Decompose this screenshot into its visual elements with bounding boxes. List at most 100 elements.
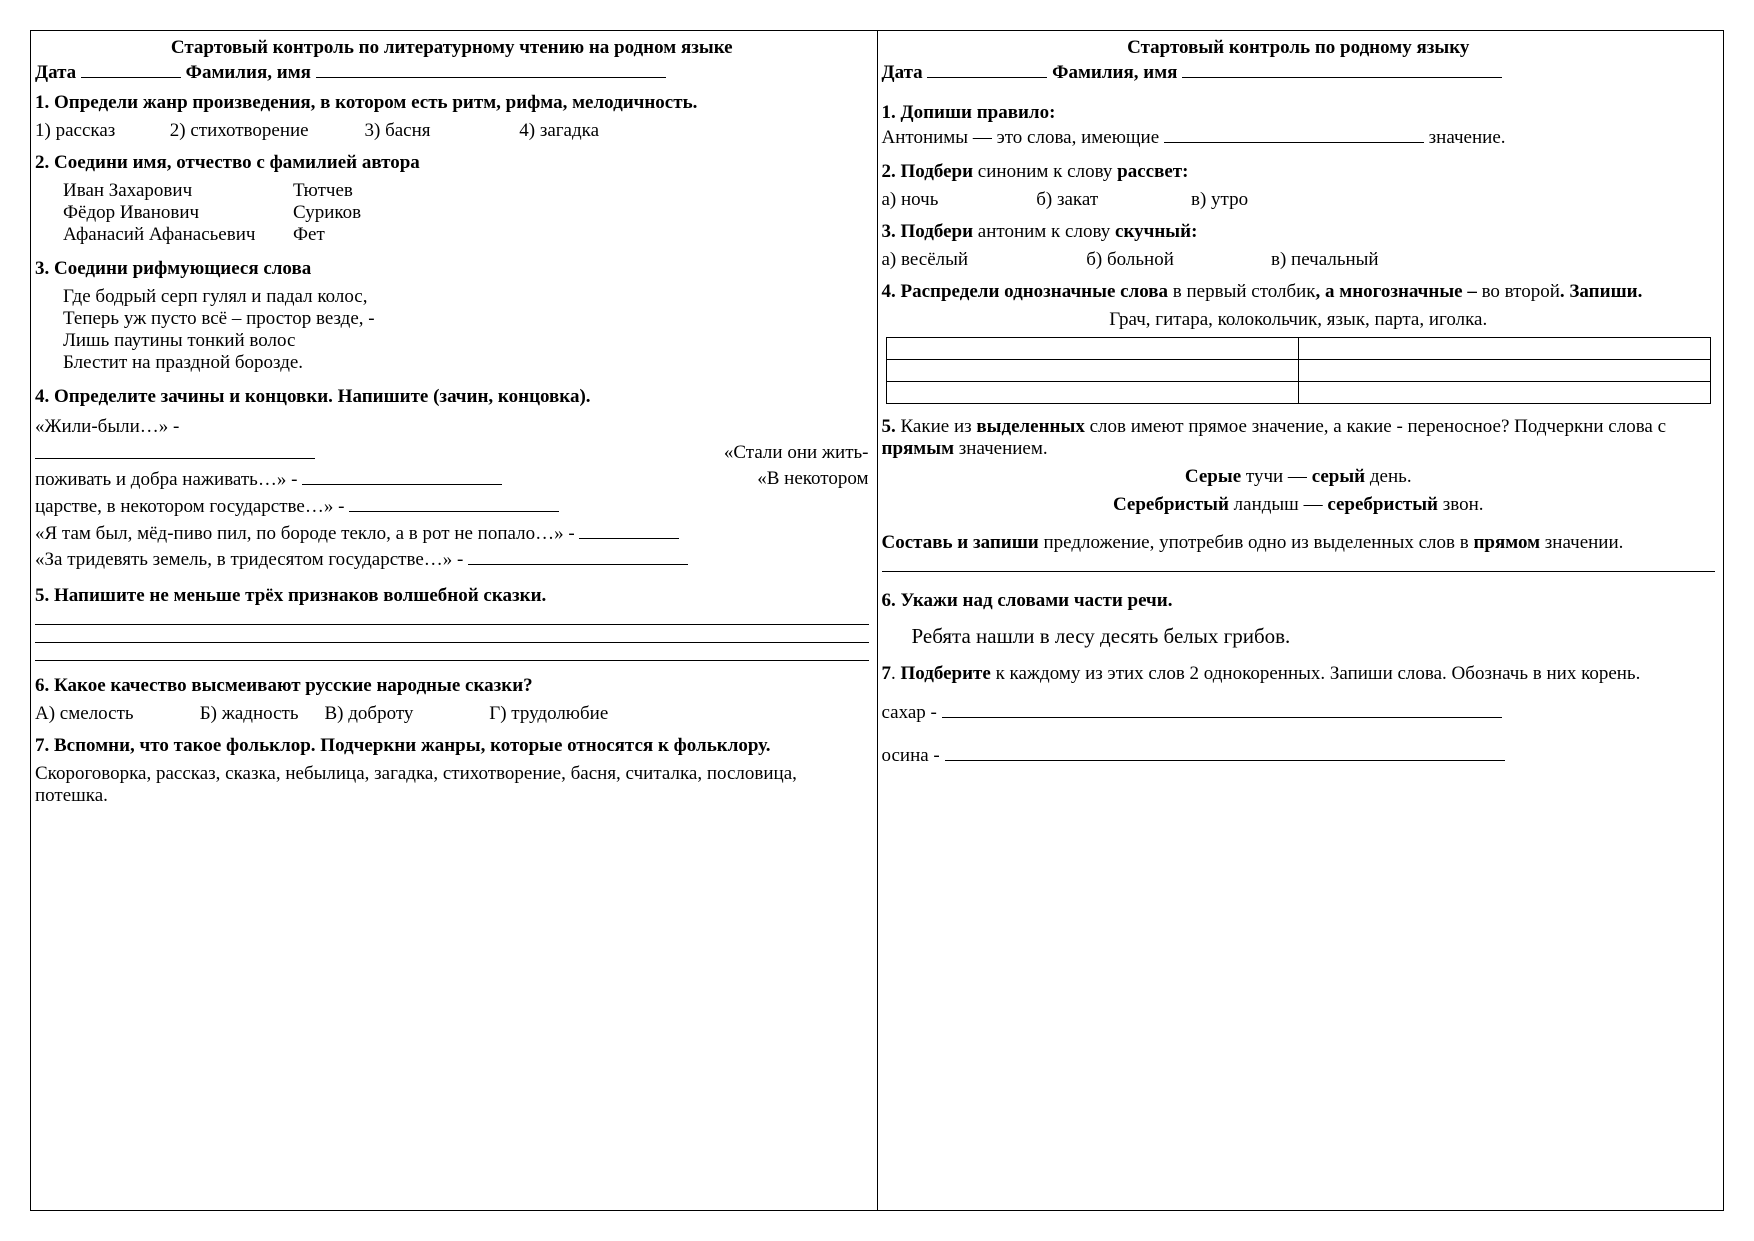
rq5-ex2: Серебристый ландыш — серебристый звон. bbox=[882, 494, 1716, 516]
name-blank[interactable] bbox=[316, 59, 666, 78]
rq4-c11[interactable] bbox=[886, 338, 1298, 360]
rcompose-line[interactable] bbox=[882, 568, 1716, 572]
q6-o1[interactable]: А) смелость bbox=[35, 703, 195, 725]
rq1-blank[interactable] bbox=[1164, 124, 1424, 143]
rq6-sentence: Ребята нашли в лесу десять белых грибов. bbox=[912, 624, 1716, 649]
rq4-c12[interactable] bbox=[1298, 338, 1710, 360]
q4-blank3[interactable] bbox=[349, 493, 559, 512]
q3-l3: Лишь паутины тонкий волос bbox=[63, 330, 869, 352]
rcomp-b: предложение, употребив одно из выделенны… bbox=[1044, 532, 1474, 553]
name-label-r: Фамилия, имя bbox=[1052, 62, 1177, 83]
q1-opt2[interactable]: 2) стихотворение bbox=[170, 120, 360, 142]
rq4-a: 4. Распредели однозначные слова bbox=[882, 281, 1173, 302]
rq3-word: скучный: bbox=[1115, 221, 1197, 242]
rq3-o1[interactable]: а) весёлый bbox=[882, 249, 1082, 271]
q3-prompt: 3. Соедини рифмующиеся слова bbox=[35, 258, 869, 280]
rq2-o3[interactable]: в) утро bbox=[1191, 189, 1248, 211]
rq3-lead: 3. Подбери bbox=[882, 221, 978, 242]
rq7-w2-line: осина - bbox=[882, 742, 1716, 767]
rq2-word: рассвет: bbox=[1117, 161, 1188, 182]
worksheet-frame: Стартовый контроль по литературному чтен… bbox=[30, 30, 1724, 1211]
rcomp-a: Составь и запиши bbox=[882, 532, 1044, 553]
q4-blank5[interactable] bbox=[468, 546, 688, 565]
rq4-c32[interactable] bbox=[1298, 382, 1710, 404]
q2-3r: Фет bbox=[293, 224, 325, 246]
rq4-list: Грач, гитара, колокольчик, язык, парта, … bbox=[882, 309, 1716, 331]
rq6-prompt: 6. Укажи над словами части речи. bbox=[882, 590, 1716, 612]
date-label: Дата bbox=[35, 62, 76, 83]
q3-poem: Где бодрый серп гулял и падал колос, Теп… bbox=[35, 286, 869, 374]
rq4-c: , а многозначные – bbox=[1316, 281, 1482, 302]
rq2-mid: синоним к слову bbox=[978, 161, 1117, 182]
rq7-d: к каждому из этих слов 2 однокоренных. З… bbox=[991, 663, 1641, 684]
q2-pairs: Иван ЗахаровичТютчев Фёдор ИвановичСурик… bbox=[35, 180, 869, 246]
q6-o3[interactable]: В) доброту bbox=[325, 703, 485, 725]
rq5-ex2c: серебристый bbox=[1327, 494, 1442, 515]
rcomp-c: прямом bbox=[1473, 532, 1540, 553]
rq5-ex1a: Серые bbox=[1185, 466, 1246, 487]
q6-options: А) смелость Б) жадность В) доброту Г) тр… bbox=[35, 703, 869, 725]
rq5-ex2a: Серебристый bbox=[1113, 494, 1234, 515]
rq4-e: . Запиши. bbox=[1560, 281, 1642, 302]
rq7-w1: сахар - bbox=[882, 702, 942, 723]
q1-opt4[interactable]: 4) загадка bbox=[519, 120, 599, 142]
left-title: Стартовый контроль по литературному чтен… bbox=[35, 37, 869, 59]
date-label-r: Дата bbox=[882, 62, 923, 83]
left-header-line: Дата Фамилия, имя bbox=[35, 59, 869, 84]
q1-opt3[interactable]: 3) басня bbox=[365, 120, 515, 142]
name-blank-r[interactable] bbox=[1182, 59, 1502, 78]
q2-2r: Суриков bbox=[293, 202, 361, 224]
q4-t3b: царстве, в некотором государстве…» - bbox=[35, 496, 349, 517]
rq4-c22[interactable] bbox=[1298, 360, 1710, 382]
q3-l4: Блестит на праздной борозде. bbox=[63, 352, 869, 374]
rq3-options: а) весёлый б) больной в) печальный bbox=[882, 249, 1716, 271]
date-blank[interactable] bbox=[81, 59, 181, 78]
q2-1l: Иван Захарович bbox=[63, 180, 293, 202]
q1-opt1[interactable]: 1) рассказ bbox=[35, 120, 165, 142]
left-column: Стартовый контроль по литературному чтен… bbox=[31, 31, 877, 1210]
q2-2l: Фёдор Иванович bbox=[63, 202, 293, 224]
q4-prompt: 4. Определите зачины и концовки. Напишит… bbox=[35, 386, 869, 408]
q5-line3[interactable] bbox=[35, 657, 869, 661]
rq5-c: выделенных bbox=[976, 416, 1084, 437]
rq4-c31[interactable] bbox=[886, 382, 1298, 404]
rq4-c21[interactable] bbox=[886, 360, 1298, 382]
name-label: Фамилия, имя bbox=[186, 62, 311, 83]
rq5-a: 5. bbox=[882, 416, 901, 437]
rq5-f: значением. bbox=[954, 438, 1048, 459]
rq2-options: а) ночь б) закат в) утро bbox=[882, 189, 1716, 211]
rq3-o3[interactable]: в) печальный bbox=[1271, 249, 1379, 271]
q2-1r: Тютчев bbox=[293, 180, 353, 202]
rq2-o2[interactable]: б) закат bbox=[1036, 189, 1186, 211]
q4-blank2[interactable] bbox=[302, 466, 502, 485]
q3-l2: Теперь уж пусто всё – простор везде, - bbox=[63, 308, 869, 330]
rq7-prompt: 7. Подберите к каждому из этих слов 2 од… bbox=[882, 663, 1716, 685]
q6-o2[interactable]: Б) жадность bbox=[200, 703, 320, 725]
q5-line2[interactable] bbox=[35, 639, 869, 643]
q5-line1[interactable] bbox=[35, 621, 869, 625]
q1-prompt: 1. Определи жанр произведения, в котором… bbox=[35, 92, 869, 114]
rq7-b: . bbox=[891, 663, 901, 684]
rq3-mid: антоним к слову bbox=[978, 221, 1115, 242]
date-blank-r[interactable] bbox=[927, 59, 1047, 78]
q5-prompt: 5. Напишите не меньше трёх признаков вол… bbox=[35, 585, 869, 607]
rq2-lead: 2. Подбери bbox=[882, 161, 978, 182]
rq2-o1[interactable]: а) ночь bbox=[882, 189, 1032, 211]
q4-blank4[interactable] bbox=[579, 520, 679, 539]
rq3-o2[interactable]: б) больной bbox=[1086, 249, 1266, 271]
q4-t1: «Жили-были…» - bbox=[35, 416, 179, 437]
rq5-b: Какие из bbox=[901, 416, 977, 437]
rq5-ex2d: звон. bbox=[1443, 494, 1484, 515]
q4-t3a: «В некотором bbox=[757, 466, 868, 492]
q6-o4[interactable]: Г) трудолюбие bbox=[489, 703, 608, 725]
rq7-w2: осина - bbox=[882, 745, 945, 766]
rq4-prompt: 4. Распредели однозначные слова в первый… bbox=[882, 281, 1716, 303]
q4-blank1[interactable] bbox=[35, 440, 315, 459]
rq5-ex1c: серый bbox=[1312, 466, 1370, 487]
rq7-w2-blank[interactable] bbox=[945, 742, 1505, 761]
q6-prompt: 6. Какое качество высмеивают русские нар… bbox=[35, 675, 869, 697]
rq7-w1-blank[interactable] bbox=[942, 699, 1502, 718]
q4-t2b: поживать и добра наживать…» - bbox=[35, 469, 302, 490]
q2-3l: Афанасий Афанасьевич bbox=[63, 224, 293, 246]
right-title: Стартовый контроль по родному языку bbox=[882, 37, 1716, 59]
